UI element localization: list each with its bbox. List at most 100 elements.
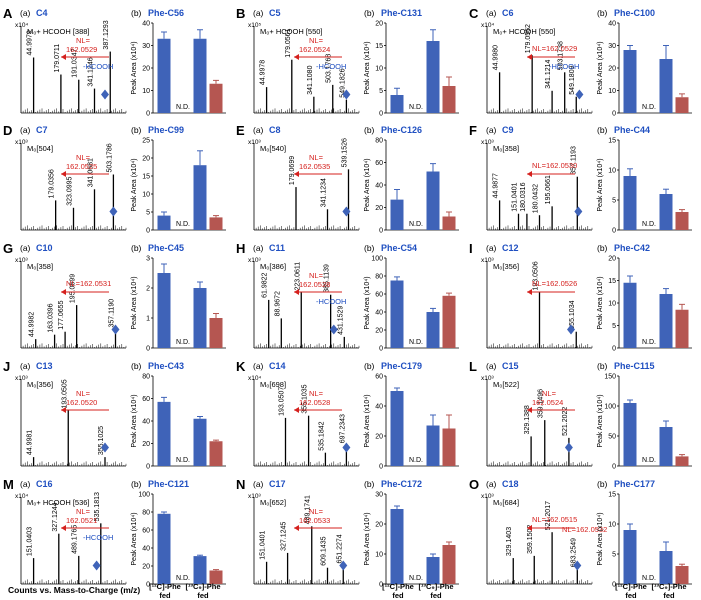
precursor-diamond-marker — [573, 560, 582, 571]
neutral-loss-label: NL=162.0515 — [532, 515, 577, 524]
bar-y-tick-label: 20 — [375, 328, 383, 335]
bar-y-axis-label: Peak Area (x10⁴) — [364, 41, 371, 94]
bar-y-tick-label: 5 — [146, 210, 150, 217]
bar — [675, 456, 689, 466]
bar — [193, 165, 207, 230]
not-detected-label: N.D. — [642, 339, 656, 346]
bar-y-tick-label: 20 — [142, 564, 150, 571]
bar — [157, 215, 171, 230]
bar-y-tick-label: 5 — [379, 88, 383, 95]
group-label-13c-fed: fed — [663, 591, 675, 600]
peak-label: 193.0507 — [279, 387, 286, 416]
panel-letter: L — [469, 359, 477, 374]
neutral-loss-label: NL= — [309, 153, 324, 162]
peak-label: 357.1190 — [109, 299, 116, 328]
bar-y-axis-label: Peak Area (x10⁴) — [364, 394, 371, 447]
bar-y-tick-label: 10 — [608, 88, 616, 95]
bar — [675, 566, 689, 584]
hcooh-loss-label: -HCOOH — [316, 297, 346, 306]
ion-header: M₀[698] — [260, 380, 286, 389]
bar-y-tick-label: 80 — [142, 510, 150, 517]
not-detected-label: N.D. — [176, 457, 190, 464]
bar-y-axis-label: Peak Area (x10⁴) — [131, 276, 138, 329]
bar-y-tick-label: 60 — [375, 374, 383, 381]
peak-label: 195.0699 — [70, 274, 77, 303]
subpanel-b-label: (b) — [131, 8, 142, 18]
spectrum-axis-caption: Counts vs. Mass-to-Charge (m/z) — [8, 585, 140, 595]
precursor-diamond-marker — [342, 89, 351, 100]
baseline-noise — [20, 461, 127, 466]
bar-y-tick-label: 60 — [142, 528, 150, 535]
bar-y-tick-label: 80 — [142, 374, 150, 381]
panel-letter: D — [3, 123, 12, 138]
bar — [442, 216, 456, 230]
bar — [209, 318, 223, 348]
bar-y-tick-label: 15 — [142, 174, 150, 181]
compound-label: C14 — [269, 361, 286, 371]
precursor-diamond-marker — [339, 560, 348, 571]
bar-y-tick-label: 20 — [375, 21, 383, 28]
ion-header: M₀+ HCOOH [536] — [27, 498, 90, 507]
ion-header: M₀[504] — [27, 144, 53, 153]
bar — [426, 312, 440, 348]
bar — [659, 294, 673, 348]
bar-y-tick-label: 0 — [379, 464, 383, 471]
precursor-diamond-marker — [109, 206, 118, 217]
peak-label: 341.1080 — [307, 65, 314, 94]
compound-label: C13 — [36, 361, 53, 371]
not-detected-label: N.D. — [642, 221, 656, 228]
group-label-12c-fed: fed — [625, 591, 637, 600]
bar-y-tick-label: 10 — [142, 192, 150, 199]
baseline-noise — [253, 108, 360, 113]
panel-letter: M — [3, 477, 14, 492]
bar-y-tick-label: 20 — [608, 66, 616, 73]
bar-y-tick-label: 0 — [146, 582, 150, 589]
neutral-loss-arrowhead — [61, 171, 66, 177]
subpanel-b-label: (b) — [364, 8, 375, 18]
peak-label: 329.1403 — [506, 527, 513, 556]
precursor-diamond-marker — [342, 206, 351, 217]
bar-y-tick-label: 60 — [375, 292, 383, 299]
neutral-loss-arrowhead — [294, 407, 299, 413]
exponent-label: x10³ — [15, 139, 28, 146]
peak-label: 163.0396 — [48, 303, 55, 332]
precursor-diamond-marker — [101, 442, 109, 453]
bar — [209, 441, 223, 466]
neutral-loss-label: NL= — [76, 507, 91, 516]
bar-y-tick-label: 80 — [375, 274, 383, 281]
bar-y-tick-label: 15 — [375, 43, 383, 50]
neutral-loss-arrowhead — [61, 525, 66, 531]
neutral-loss-label: NL= — [309, 36, 324, 45]
bar-y-tick-label: 15 — [608, 492, 616, 499]
neutral-loss-value: 162.0521 — [66, 516, 97, 525]
baseline-noise — [20, 108, 127, 113]
exponent-label: x10³ — [481, 139, 494, 146]
peak-label: 357.1193 — [570, 146, 577, 175]
bar-y-tick-label: 25 — [142, 138, 150, 145]
exponent-label: x10⁴ — [248, 375, 261, 382]
bar — [426, 41, 440, 113]
neutral-loss-arrowhead — [527, 525, 532, 531]
peak-label: 151.0403 — [27, 527, 34, 556]
peak-label: 44.9980 — [493, 45, 500, 70]
exponent-label: x10⁴ — [15, 22, 28, 29]
panel-letter: F — [469, 123, 477, 138]
bar-y-tick-label: 10 — [608, 168, 616, 175]
baseline-noise — [253, 579, 360, 584]
phe-label: Phe-C121 — [148, 479, 189, 489]
bar-y-tick-label: 5 — [612, 323, 616, 330]
bar-y-tick-label: 0 — [612, 464, 616, 471]
neutral-loss-label: NL= — [76, 153, 91, 162]
ion-header: M₀+ HCOOH [550] — [493, 27, 556, 36]
bar-y-tick-label: 5 — [612, 198, 616, 205]
peak-label: 180.0432 — [533, 184, 540, 213]
bar-y-axis-label: Peak Area (x10⁴) — [131, 158, 138, 211]
bar — [659, 194, 673, 230]
bar-y-tick-label: 100 — [371, 256, 383, 263]
peak-label: 549.1826 — [339, 68, 346, 97]
neutral-loss-value: 162.0529 — [66, 45, 97, 54]
